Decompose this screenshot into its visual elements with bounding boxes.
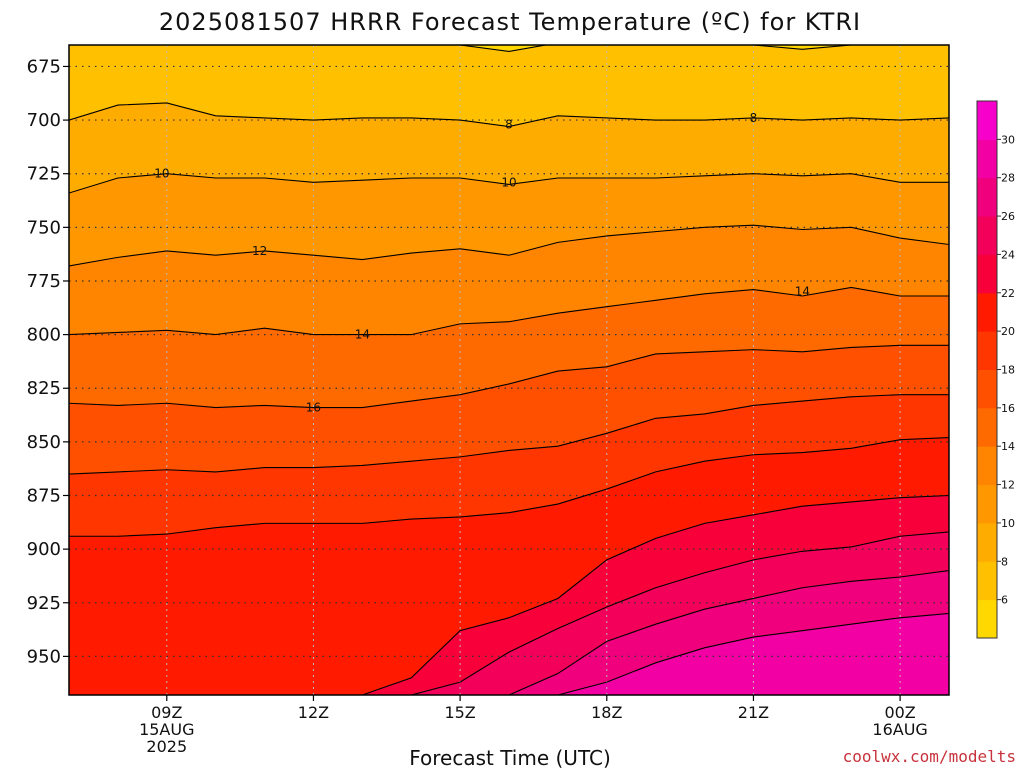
colorbar-swatch-10 xyxy=(977,216,997,255)
colorbar-swatch-8 xyxy=(977,292,997,332)
colorbar-swatch-4 xyxy=(977,446,997,486)
isotherm-label-6: 14 xyxy=(795,285,810,299)
isotherm-8 xyxy=(69,102,949,128)
y-tick-label-0: 675 xyxy=(27,56,61,77)
isotherm-22 xyxy=(69,494,949,695)
isotherm-20 xyxy=(69,437,949,537)
ground-band xyxy=(69,696,949,707)
y-axis-ticks: 675 700 725 750 775 800 825 850 875 900 925 950 xyxy=(27,56,69,667)
isotherm-labels: 8 8 10 10 12 14 14 16 xyxy=(154,111,810,415)
isotherm-label-2: 10 xyxy=(154,167,169,181)
x-tick-label-0-1: 15AUG xyxy=(139,720,194,739)
isotherm-10 xyxy=(69,173,949,194)
temperature-band-11 xyxy=(69,570,949,695)
colorbar-swatch-12 xyxy=(977,139,997,179)
colorbar-label-9: 24 xyxy=(1001,248,1015,261)
colorbar-label-4: 14 xyxy=(1001,440,1015,453)
grid-lines xyxy=(69,45,949,695)
colorbar-label-11: 28 xyxy=(1001,172,1015,185)
colorbar-label-10: 26 xyxy=(1001,210,1015,223)
colorbar: 6 8 10 12 14 16 18 20 22 24 26 28 30 xyxy=(976,100,1015,639)
ground-surface xyxy=(69,696,949,707)
isotherm-16 xyxy=(69,344,949,409)
isotherm-28 xyxy=(69,612,949,695)
isotherm-label-5: 14 xyxy=(355,328,370,342)
colorbar-swatch-7 xyxy=(977,331,997,370)
colorbar-label-12: 30 xyxy=(1001,133,1015,146)
colorbar-swatch-3 xyxy=(977,484,997,524)
x-tick-label-1-0: 12Z xyxy=(298,703,329,722)
colorbar-label-8: 22 xyxy=(1001,287,1015,300)
x-tick-label-5-0: 00Z xyxy=(884,703,915,722)
x-tick-label-0-0: 09Z xyxy=(151,703,182,722)
colorbar-swatch-5 xyxy=(977,407,997,447)
isotherm-label-3: 10 xyxy=(501,175,516,189)
isotherm-26 xyxy=(69,570,949,695)
isotherm-12 xyxy=(69,224,949,267)
y-tick-label-11: 950 xyxy=(27,646,61,667)
x-tick-label-3-0: 18Z xyxy=(591,703,622,722)
y-tick-label-8: 875 xyxy=(27,485,61,506)
colorbar-label-1: 8 xyxy=(1001,555,1008,568)
y-tick-label-6: 825 xyxy=(27,378,61,399)
x-axis-label: Forecast Time (UTC) xyxy=(409,746,611,768)
isotherm-label-0: 8 xyxy=(505,117,513,131)
credit-text: coolwx.com/modelts xyxy=(843,747,1016,766)
colorbar-swatch-2 xyxy=(977,522,997,562)
isotherm-label-7: 16 xyxy=(306,401,321,415)
colorbar-label-3: 12 xyxy=(1001,479,1015,492)
colorbar-label-0: 6 xyxy=(1001,594,1008,607)
y-tick-label-3: 750 xyxy=(27,217,61,238)
colorbar-swatch-9 xyxy=(977,254,997,294)
y-tick-label-4: 775 xyxy=(27,271,61,292)
colorbar-label-7: 20 xyxy=(1001,325,1015,338)
y-tick-label-1: 700 xyxy=(27,110,61,131)
isotherm-lines xyxy=(69,45,949,695)
x-tick-label-5-1: 16AUG xyxy=(872,720,927,739)
isotherm-24 xyxy=(69,531,949,695)
y-tick-label-10: 925 xyxy=(27,593,61,614)
colorbar-swatch-13 xyxy=(977,101,997,140)
isotherm-label-1: 8 xyxy=(750,111,758,125)
colorbar-label-5: 16 xyxy=(1001,402,1015,415)
isotherm-18 xyxy=(69,394,949,475)
colorbar-swatch-0 xyxy=(977,599,997,639)
y-tick-label-7: 850 xyxy=(27,432,61,453)
isotherm-6 xyxy=(447,45,858,52)
temperature-band-12 xyxy=(69,613,949,695)
x-tick-label-4-0: 21Z xyxy=(738,703,769,722)
x-tick-label-2-0: 15Z xyxy=(444,703,475,722)
isotherm-label-4: 12 xyxy=(252,244,267,258)
y-tick-label-2: 725 xyxy=(27,164,61,185)
y-tick-label-9: 900 xyxy=(27,539,61,560)
colorbar-label-2: 10 xyxy=(1001,517,1015,530)
temperature-fill-bands xyxy=(69,45,949,695)
y-tick-label-5: 800 xyxy=(27,325,61,346)
x-tick-label-0-2: 2025 xyxy=(146,737,187,756)
chart-title: 2025081507 HRRR Forecast Temperature (ºC… xyxy=(159,8,861,36)
isotherm-14 xyxy=(69,286,949,336)
plot-frame xyxy=(68,44,950,696)
colorbar-swatch-1 xyxy=(977,561,997,601)
colorbar-swatch-6 xyxy=(977,369,997,409)
colorbar-label-6: 18 xyxy=(1001,364,1015,377)
colorbar-swatch-11 xyxy=(977,177,997,217)
temperature-band-10 xyxy=(69,531,949,695)
